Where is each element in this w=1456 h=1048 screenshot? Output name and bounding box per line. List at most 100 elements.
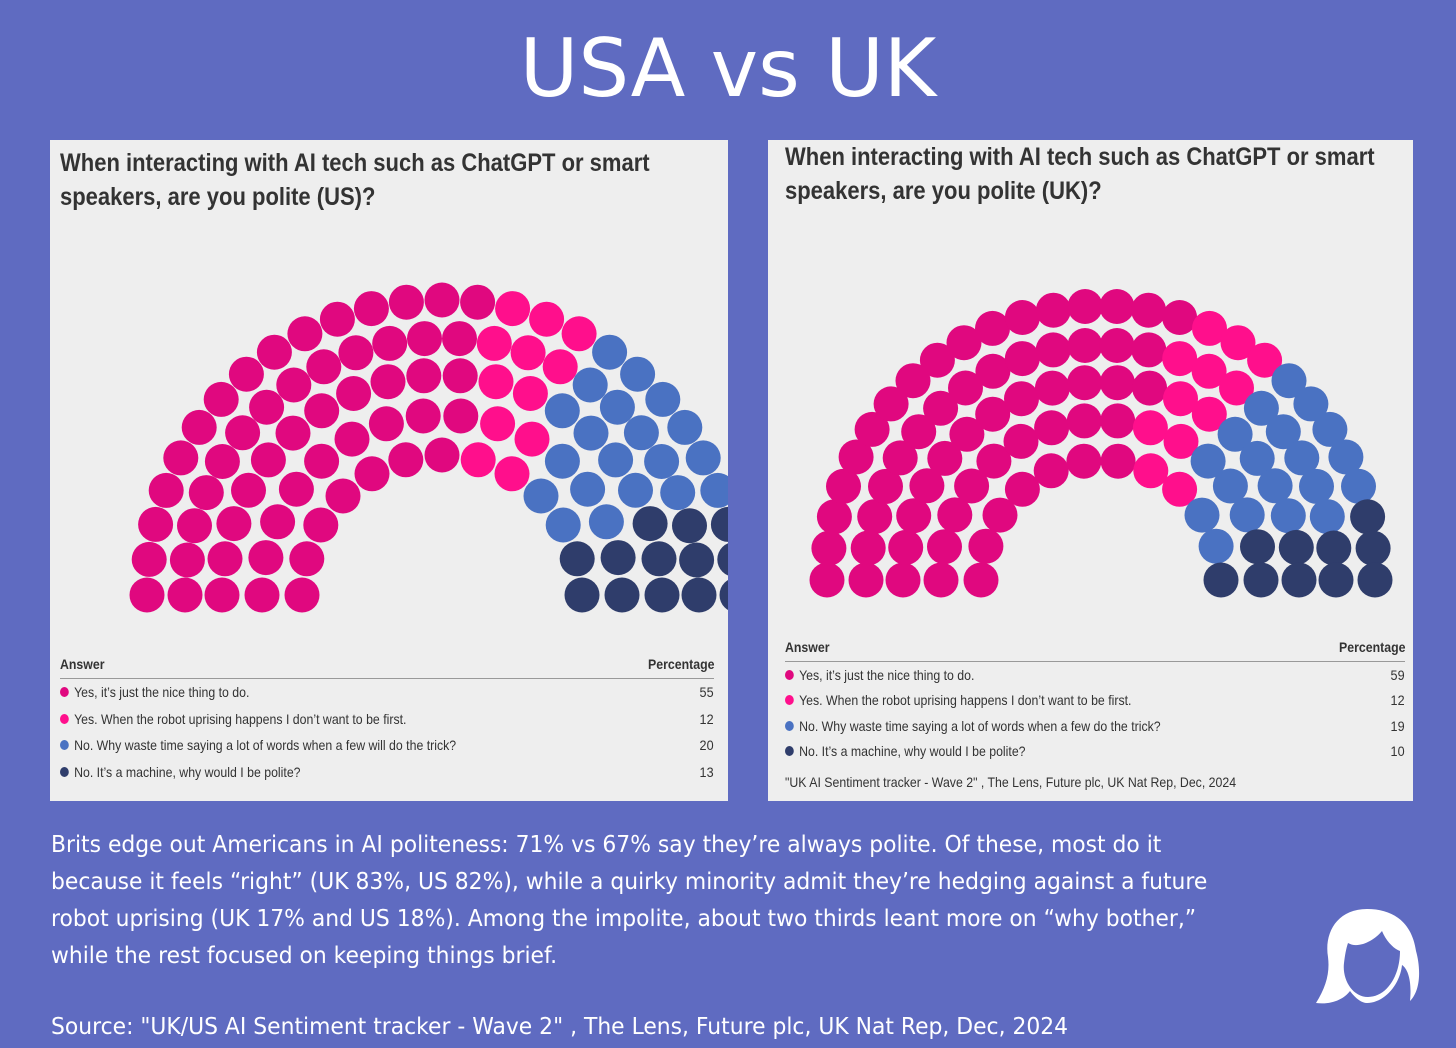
seat-dot [968, 528, 1004, 564]
seat-dot [1131, 292, 1167, 328]
seat-dot [181, 409, 217, 445]
seat-dot [1003, 423, 1039, 459]
us-table-row: Yes. When the robot uprising happens I d… [60, 706, 714, 733]
seat-dot [1004, 381, 1039, 417]
seat-dot [667, 409, 703, 445]
legend-dot-icon [60, 713, 69, 724]
seat-dot [1316, 530, 1352, 566]
seat-dot [319, 301, 355, 337]
uk-chart-source: "UK AI Sentiment tracker - Wave 2" , The… [785, 774, 1237, 790]
us-table-header: Answer Percentage [60, 656, 714, 679]
seat-dot [1162, 471, 1198, 507]
seat-dot [256, 334, 292, 370]
seat-dot [1184, 497, 1220, 533]
seat-dot [1217, 416, 1253, 452]
seat-dot [949, 416, 985, 452]
seat-dot [248, 540, 284, 576]
seat-dot [564, 577, 600, 613]
us-row-label: No. Why waste time saying a lot of words… [74, 737, 457, 754]
seat-dot [1219, 370, 1254, 406]
uk-row-value: 59 [1390, 666, 1405, 683]
seat-dot [1257, 468, 1293, 504]
uk-row-value: 12 [1390, 692, 1405, 709]
seat-dot [570, 471, 606, 507]
seat-dot [868, 468, 903, 504]
seat-dot [895, 363, 931, 399]
seat-dot [129, 577, 165, 613]
seat-dot [167, 577, 203, 613]
us-row-label: Yes, it’s just the nice thing to do. [74, 684, 250, 701]
seat-dot [544, 393, 580, 429]
uk-parliament-chart [809, 289, 1393, 598]
seat-dot [336, 376, 372, 411]
seat-dot [424, 282, 460, 318]
seat-dot [303, 507, 339, 543]
seat-dot [885, 562, 921, 598]
summary-text: Brits edge out Americans in AI politenes… [51, 830, 1208, 969]
seat-dot [1004, 341, 1040, 377]
seat-dot [937, 497, 973, 533]
seat-dot [710, 506, 728, 542]
seat-dot [850, 530, 886, 566]
seat-dot [873, 386, 909, 422]
seat-dot [1271, 363, 1307, 399]
seat-dot [1328, 439, 1364, 475]
seat-dot [478, 364, 514, 400]
seat-dot [561, 316, 597, 352]
seat-dot [1293, 386, 1329, 422]
uk-chart-panel: When interacting with AI tech such as Ch… [768, 140, 1413, 801]
seat-dot [334, 421, 370, 457]
seat-dot [975, 353, 1011, 389]
us-percentage-header: Percentage [647, 656, 714, 672]
seat-dot [442, 321, 477, 357]
seat-dot [1220, 325, 1256, 361]
seat-dot [901, 414, 937, 450]
seat-dot [207, 541, 243, 577]
seat-dot [623, 415, 659, 451]
seat-dot [1034, 370, 1070, 406]
us-table-row: No. Why waste time saying a lot of words… [60, 732, 714, 759]
seat-dot [203, 381, 239, 417]
seat-dot [353, 291, 389, 327]
seat-dot [1067, 289, 1103, 324]
seat-dot [138, 506, 174, 542]
seat-dot [443, 398, 479, 434]
seat-dot [1192, 310, 1227, 346]
seat-dot [1312, 411, 1348, 447]
seat-dot [338, 335, 374, 371]
seat-dot [644, 444, 680, 479]
seat-dot [1270, 498, 1306, 534]
seat-dot [1281, 562, 1317, 598]
uk-row-label: Yes. When the robot uprising happens I d… [799, 692, 1132, 709]
seat-dot [1100, 403, 1136, 439]
seat-dot [679, 542, 715, 578]
seat-dot [250, 442, 286, 478]
seat-dot [700, 472, 728, 508]
seat-dot [1278, 529, 1314, 565]
seat-dot [244, 577, 280, 613]
seat-dot [514, 421, 550, 457]
seat-dot [598, 442, 634, 478]
seat-dot [388, 284, 424, 320]
seat-dot [854, 411, 890, 447]
seat-dot [304, 443, 340, 479]
seat-dot [573, 415, 609, 451]
uk-row-label: No. It’s a machine, why would I be polit… [799, 743, 1026, 760]
seat-dot [1239, 440, 1275, 476]
seat-dot [354, 456, 390, 492]
seat-dot [278, 471, 314, 507]
seat-dot [620, 356, 656, 392]
seat-dot [460, 442, 496, 478]
seat-dot [407, 321, 442, 357]
seat-dot [1341, 468, 1376, 504]
seat-dot [275, 415, 311, 451]
seat-dot [1355, 530, 1391, 566]
seat-dot [177, 508, 212, 544]
seat-dot [1133, 453, 1169, 489]
seat-dot [1162, 341, 1198, 377]
seat-dot [249, 389, 285, 425]
uk-table-row: Yes, it’s just the nice thing to do. 59 [785, 662, 1405, 688]
seat-dot [372, 325, 408, 361]
seat-dot [494, 456, 530, 492]
seat-dot [169, 542, 205, 578]
